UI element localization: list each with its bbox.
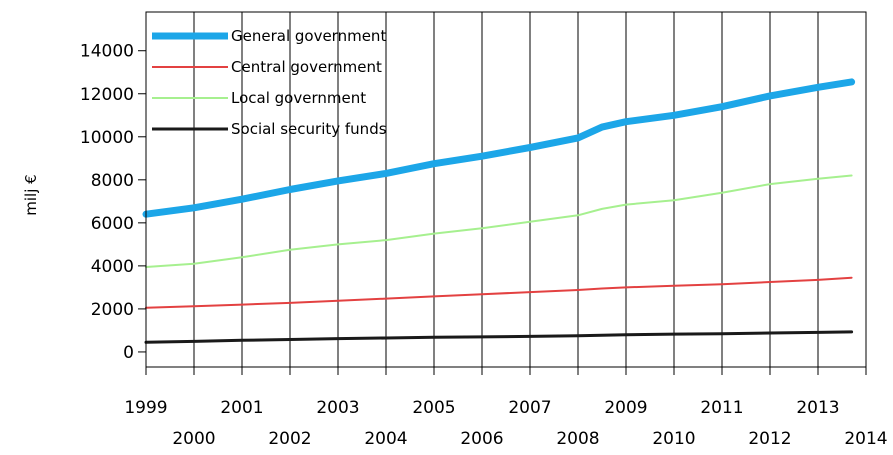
y-axis-label: milj € — [22, 174, 40, 215]
x-tick-label: 2011 — [700, 398, 743, 418]
y-tick-label: 4000 — [91, 257, 134, 277]
x-tick-label: 2000 — [172, 429, 215, 449]
x-tick-label: 2005 — [412, 398, 455, 418]
y-tick-label: 8000 — [91, 171, 134, 191]
legend-label: Social security funds — [231, 120, 387, 138]
x-tick-label: 2001 — [220, 398, 263, 418]
series-line — [145, 174, 853, 268]
x-tick-label: 1999 — [124, 398, 167, 418]
legend-label: Central government — [231, 58, 382, 76]
x-tick-label: 2004 — [364, 429, 407, 449]
grid-lines — [145, 12, 867, 367]
x-tick-label: 2003 — [316, 398, 359, 418]
x-tick-label: 2012 — [748, 429, 791, 449]
x-tick-label: 2002 — [268, 429, 311, 449]
legend: General government Central government Loca… — [152, 27, 387, 138]
y-tick-label: 12000 — [80, 85, 134, 105]
x-tick-label: 2010 — [652, 429, 695, 449]
y-tick-label: 14000 — [80, 42, 134, 62]
legend-label: General government — [231, 27, 386, 45]
legend-label: Local government — [231, 89, 366, 107]
y-tick-label: 10000 — [80, 128, 134, 148]
x-tick-label: 2007 — [508, 398, 551, 418]
series-line — [145, 276, 853, 309]
x-tick-label: 2009 — [604, 398, 647, 418]
x-tick-label: 2014 — [844, 429, 887, 449]
x-tick-label: 2006 — [460, 429, 503, 449]
y-axis: 0 2000 4000 6000 8000 10000 12000 14000 — [80, 42, 146, 363]
y-tick-label: 2000 — [91, 300, 134, 320]
x-axis: 1999200020012002200320042005200620072008… — [124, 367, 888, 449]
x-tick-label: 2008 — [556, 429, 599, 449]
series-layer — [142, 78, 856, 344]
series-line — [144, 330, 854, 344]
plot-frame — [145, 11, 867, 368]
y-tick-label: 6000 — [91, 214, 134, 234]
x-tick-label: 2013 — [796, 398, 839, 418]
series-line — [142, 78, 856, 218]
y-tick-label: 0 — [123, 343, 134, 363]
